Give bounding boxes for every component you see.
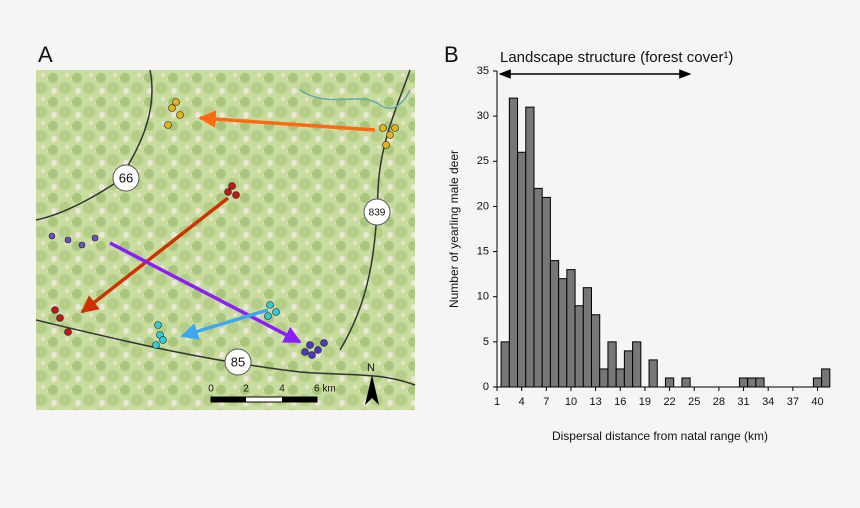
- bar: [500, 341, 510, 388]
- road-label: 66: [119, 170, 133, 185]
- y-axis-label: Number of yearling male deer: [447, 150, 461, 308]
- bar: [747, 377, 757, 388]
- x-tick-label: 10: [565, 396, 577, 408]
- bar: [632, 341, 642, 388]
- scale-label: 0: [208, 384, 214, 395]
- y-tick-label: 5: [483, 336, 489, 348]
- x-tick-label: 16: [614, 396, 626, 408]
- bar: [591, 314, 601, 388]
- bar: [681, 377, 691, 388]
- bar: [582, 287, 593, 388]
- x-tick-label: 40: [811, 396, 823, 408]
- scale-label: 6 km: [314, 384, 336, 395]
- panel-label: B: [444, 42, 459, 67]
- y-tick-label: 15: [477, 245, 489, 257]
- bar: [533, 187, 543, 388]
- bar: [566, 269, 576, 388]
- scale-label: 2: [243, 384, 249, 395]
- x-tick-label: 19: [639, 396, 651, 408]
- x-tick-label: 34: [762, 396, 774, 408]
- bar: [812, 377, 823, 388]
- bar: [508, 97, 519, 388]
- bar: [558, 278, 568, 388]
- road-shields: 66 839 85: [112, 164, 391, 376]
- bar: [607, 341, 617, 388]
- bar: [623, 350, 634, 388]
- x-tick-label: 28: [713, 396, 725, 408]
- bar: [549, 260, 560, 388]
- north-label: N: [367, 362, 375, 374]
- y-tick-label: 0: [483, 381, 489, 393]
- bar: [821, 368, 831, 388]
- x-tick-label: 4: [519, 396, 525, 408]
- bar: [599, 368, 609, 388]
- x-tick-label: 1: [494, 396, 500, 408]
- y-tick-label: 35: [477, 65, 489, 77]
- bar: [574, 305, 584, 388]
- y-tick-label: 20: [477, 200, 489, 212]
- bar: [648, 359, 658, 388]
- x-tick-label: 37: [787, 396, 799, 408]
- bar: [541, 196, 551, 388]
- north-arrow: [365, 375, 379, 405]
- x-tick-label: 22: [663, 396, 675, 408]
- y-tick-label: 30: [477, 110, 489, 122]
- road-label: 85: [231, 354, 245, 369]
- scale-bar: 0 2 4 6 km: [208, 384, 336, 403]
- panel-label: A: [38, 42, 53, 67]
- bar: [615, 368, 625, 388]
- bar: [738, 377, 749, 388]
- annotation: Landscape structure (forest cover¹): [500, 49, 733, 66]
- bar: [755, 377, 765, 388]
- bar: [517, 151, 527, 388]
- y-tick-label: 25: [477, 155, 489, 167]
- locations: [48, 98, 399, 359]
- y-tick-label: 10: [477, 291, 489, 303]
- x-axis-label: Dispersal distance from natal range (km): [552, 429, 768, 443]
- road-label: 839: [369, 208, 386, 219]
- bar: [664, 377, 675, 388]
- x-tick-label: 7: [543, 396, 549, 408]
- x-tick-label: 13: [589, 396, 601, 408]
- x-tick-label: 31: [737, 396, 749, 408]
- arrows: [80, 110, 376, 344]
- bar: [525, 106, 535, 388]
- scale-label: 4: [279, 384, 285, 395]
- x-tick-label: 25: [688, 396, 700, 408]
